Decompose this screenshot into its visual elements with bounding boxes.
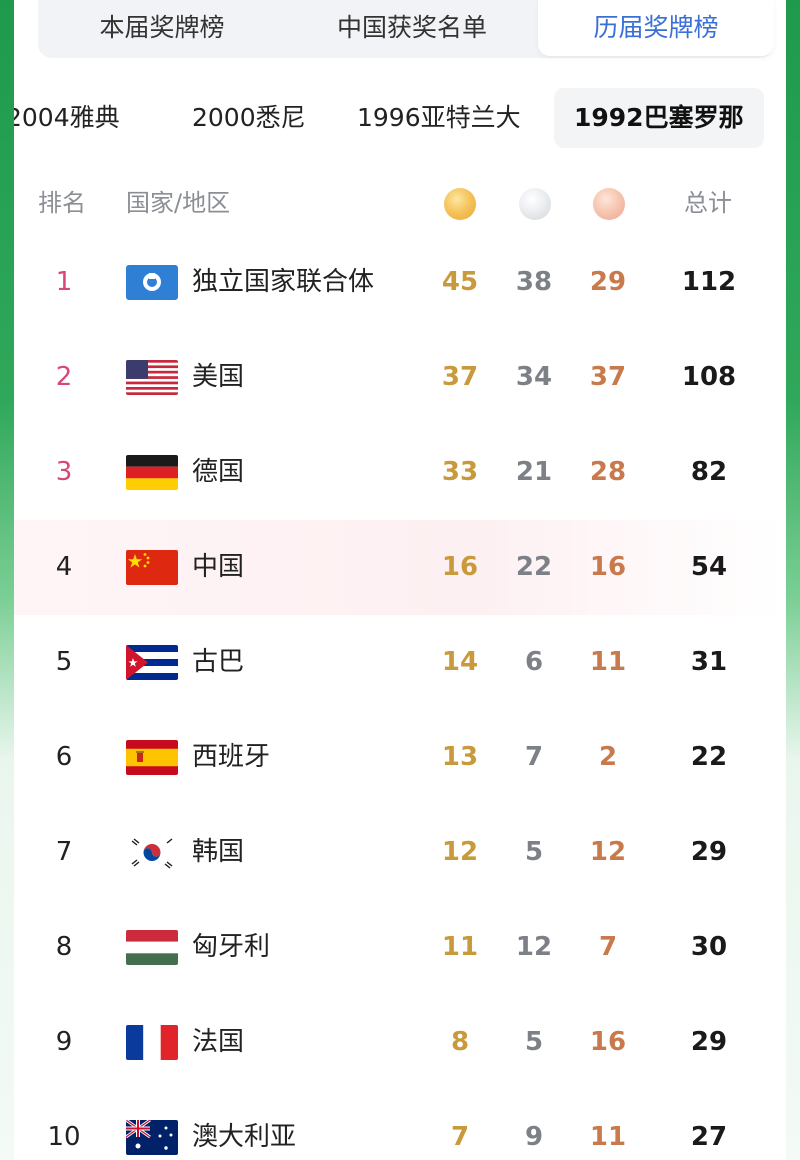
year-tab-1992[interactable]: 1992巴塞罗那 <box>554 88 764 148</box>
gold-count: 12 <box>441 837 479 867</box>
silver-count: 9 <box>524 1122 544 1152</box>
table-row[interactable]: 7 韩国 12 5 12 29 <box>14 805 786 900</box>
table-row[interactable]: 8 匈牙利 11 12 7 30 <box>14 900 786 995</box>
bronze-count: 16 <box>589 1027 627 1057</box>
table-row[interactable]: 2 美国 37 34 37 108 <box>14 330 786 425</box>
rank-number: 8 <box>55 932 73 962</box>
medal-table-card: 本届奖牌榜 中国获奖名单 历届奖牌榜 2004雅典 2000悉尼 1996亚特兰… <box>14 0 786 1160</box>
unified-team-flag-icon <box>126 265 178 300</box>
bronze-count: 16 <box>589 552 627 582</box>
bronze-count: 29 <box>589 267 627 297</box>
germany-flag-icon <box>126 455 178 490</box>
france-flag-icon <box>126 1025 178 1060</box>
gold-count: 7 <box>450 1122 470 1152</box>
gold-count: 14 <box>441 647 479 677</box>
gold-medal-icon <box>444 188 476 220</box>
gold-count: 16 <box>441 552 479 582</box>
year-tab-1996[interactable]: 1996亚特兰大 <box>357 103 521 132</box>
total-count: 22 <box>690 742 728 772</box>
total-count: 31 <box>690 647 728 677</box>
cuba-flag-icon <box>126 645 178 680</box>
bronze-count: 12 <box>589 837 627 867</box>
south-korea-flag-icon <box>126 835 178 870</box>
total-count: 82 <box>690 457 728 487</box>
total-count: 112 <box>681 267 737 297</box>
bronze-medal-icon <box>593 188 625 220</box>
total-count: 29 <box>690 837 728 867</box>
rank-number: 2 <box>55 362 73 392</box>
australia-flag-icon <box>126 1120 178 1155</box>
tab-historical-medal-table[interactable]: 历届奖牌榜 <box>538 0 774 56</box>
bronze-count: 2 <box>598 742 618 772</box>
bronze-count: 28 <box>589 457 627 487</box>
silver-count: 12 <box>515 932 553 962</box>
silver-count: 7 <box>524 742 544 772</box>
spain-flag-icon <box>126 740 178 775</box>
china-flag-icon <box>126 550 178 585</box>
silver-count: 34 <box>515 362 553 392</box>
bronze-count: 7 <box>598 932 618 962</box>
gold-count: 33 <box>441 457 479 487</box>
rank-number: 3 <box>55 457 73 487</box>
silver-count: 38 <box>515 267 553 297</box>
total-count: 27 <box>690 1122 728 1152</box>
top-tab-bar: 本届奖牌榜 中国获奖名单 历届奖牌榜 <box>38 0 774 58</box>
year-tab-2000[interactable]: 2000悉尼 <box>192 103 306 132</box>
rank-number: 9 <box>55 1027 73 1057</box>
total-count: 54 <box>690 552 728 582</box>
table-row[interactable]: 4 中国 16 22 16 54 <box>14 520 786 615</box>
table-row[interactable]: 9 法国 8 5 16 29 <box>14 995 786 1090</box>
tab-china-winners[interactable]: 中国获奖名单 <box>336 13 487 42</box>
rank-number: 5 <box>55 647 73 677</box>
country-name: 澳大利亚 <box>192 1122 297 1152</box>
gold-count: 8 <box>450 1027 470 1057</box>
gold-count: 45 <box>441 267 479 297</box>
silver-count: 5 <box>524 1027 544 1057</box>
country-name: 古巴 <box>192 647 245 677</box>
country-name: 德国 <box>192 457 245 487</box>
country-name: 中国 <box>192 552 245 582</box>
rank-number: 1 <box>55 267 73 297</box>
bronze-count: 11 <box>589 1122 627 1152</box>
country-name: 独立国家联合体 <box>192 267 375 297</box>
country-name: 法国 <box>192 1027 245 1057</box>
table-row[interactable]: 10 澳大利亚 7 9 11 27 <box>14 1090 786 1160</box>
total-count: 108 <box>681 362 737 392</box>
hungary-flag-icon <box>126 930 178 965</box>
header-total: 总计 <box>684 189 732 217</box>
gold-count: 11 <box>441 932 479 962</box>
rank-number: 6 <box>55 742 73 772</box>
tab-current-medal-table[interactable]: 本届奖牌榜 <box>99 13 225 42</box>
silver-medal-icon <box>519 188 551 220</box>
country-name: 西班牙 <box>192 742 271 772</box>
rank-number: 7 <box>55 837 73 867</box>
total-count: 29 <box>690 1027 728 1057</box>
header-country: 国家/地区 <box>126 189 231 217</box>
silver-count: 5 <box>524 837 544 867</box>
rank-number: 4 <box>55 552 73 582</box>
table-row[interactable]: 5 古巴 14 6 11 31 <box>14 615 786 710</box>
table-row[interactable]: 3 德国 33 21 28 82 <box>14 425 786 520</box>
silver-count: 22 <box>515 552 553 582</box>
silver-count: 21 <box>515 457 553 487</box>
gold-count: 37 <box>441 362 479 392</box>
table-row[interactable]: 6 西班牙 13 7 2 22 <box>14 710 786 805</box>
header-rank: 排名 <box>38 189 86 217</box>
country-name: 匈牙利 <box>192 932 271 962</box>
usa-flag-icon <box>126 360 178 395</box>
gold-count: 13 <box>441 742 479 772</box>
year-tab-bar[interactable]: 2004雅典 2000悉尼 1996亚特兰大 1992巴塞罗那 <box>14 88 786 150</box>
bronze-count: 37 <box>589 362 627 392</box>
table-row[interactable]: 1 独立国家联合体 45 38 29 112 <box>14 235 786 330</box>
country-name: 美国 <box>192 362 245 392</box>
rank-number: 10 <box>47 1122 81 1152</box>
country-name: 韩国 <box>192 837 245 867</box>
silver-count: 6 <box>524 647 544 677</box>
bronze-count: 11 <box>589 647 627 677</box>
year-tab-2004[interactable]: 2004雅典 <box>14 103 120 132</box>
total-count: 30 <box>690 932 728 962</box>
